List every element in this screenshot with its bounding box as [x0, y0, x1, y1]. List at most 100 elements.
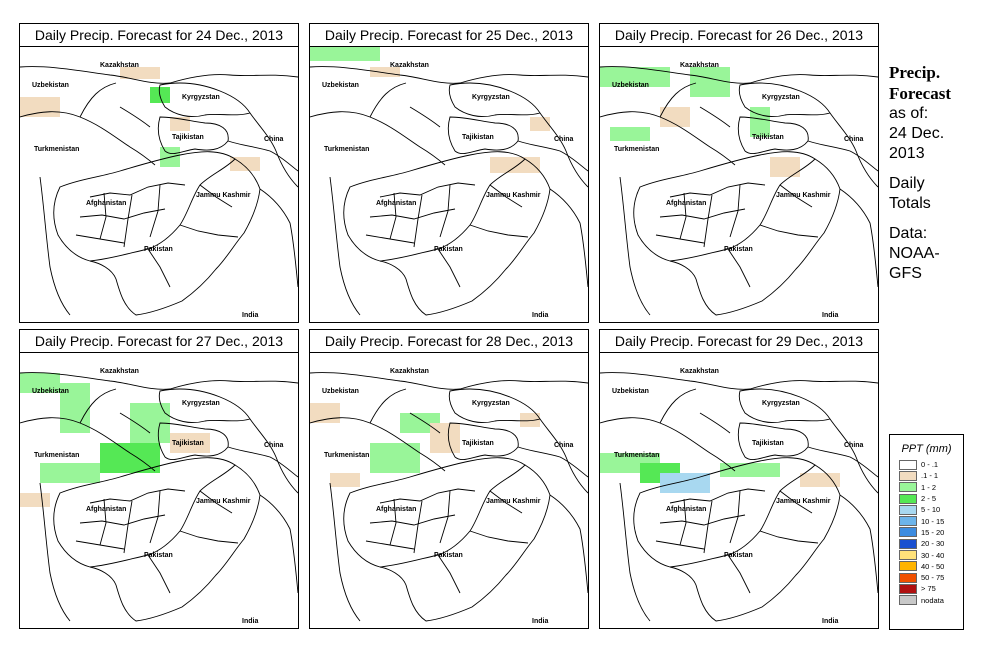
legend-label: 0 - .1: [921, 460, 939, 470]
panel-title: Daily Precip. Forecast for 28 Dec., 2013: [310, 330, 588, 353]
legend-item: 30 - 40: [890, 549, 963, 561]
label-tajikistan: Tajikistan: [752, 134, 784, 141]
panel-title: Daily Precip. Forecast for 24 Dec., 2013: [20, 24, 298, 47]
precip-area: [720, 463, 780, 477]
precip-area: [20, 493, 50, 507]
label-tajikistan: Tajikistan: [172, 134, 204, 141]
legend-label: 5 - 10: [921, 505, 941, 515]
label-pakistan: Pakistan: [724, 246, 753, 253]
precip-area: [800, 473, 840, 487]
label-kazakhstan: Kazakhstan: [390, 368, 429, 375]
label-kyrgyzstan: Kyrgyzstan: [182, 94, 220, 101]
label-uzbekistan: Uzbekistan: [32, 82, 69, 89]
label-pakistan: Pakistan: [434, 246, 463, 253]
boundaries: [600, 66, 878, 316]
label-tajikistan: Tajikistan: [462, 134, 494, 141]
precip-area: [60, 383, 90, 433]
panel-title: Daily Precip. Forecast for 25 Dec., 2013: [310, 24, 588, 47]
data-label-1: Data:: [889, 225, 928, 242]
legend-item: nodata: [890, 595, 963, 606]
label-china: China: [264, 442, 284, 449]
label-uzbekistan: Uzbekistan: [32, 388, 69, 395]
label-india: India: [532, 618, 548, 625]
label-india: India: [242, 618, 258, 625]
legend-item: > 75: [890, 583, 963, 594]
legend-swatch: [899, 538, 917, 549]
label-turkmenistan: Turkmenistan: [324, 146, 369, 153]
label-china: China: [844, 136, 864, 143]
label-kyrgyzstan: Kyrgyzstan: [472, 400, 510, 407]
forecast-map: Kazakhstan Uzbekistan Kyrgyzstan Tajikis…: [600, 368, 878, 625]
legend-item: .1 - 1: [890, 470, 963, 481]
precip-area: [750, 107, 770, 137]
label-turkmenistan: Turkmenistan: [34, 146, 79, 153]
precip-area: [430, 423, 460, 453]
legend-swatch: [899, 550, 917, 561]
label-kazakhstan: Kazakhstan: [390, 62, 429, 69]
forecast-panel-2: Daily Precip. Forecast for 25 Dec., 2013: [309, 23, 589, 323]
label-afghanistan: Afghanistan: [376, 506, 416, 513]
legend-item: 0 - .1: [890, 459, 963, 470]
label-pakistan: Pakistan: [144, 552, 173, 559]
legend-swatch: [899, 516, 917, 527]
legend-swatch: [899, 493, 917, 504]
map-labels: Kazakhstan Uzbekistan Kyrgyzstan Tajikis…: [322, 368, 574, 625]
legend-swatch: [899, 583, 917, 594]
legend-item: 5 - 10: [890, 504, 963, 515]
label-afghanistan: Afghanistan: [86, 506, 126, 513]
precip-area: [520, 413, 540, 427]
legend-swatch: [899, 595, 917, 606]
label-india: India: [532, 312, 548, 319]
data-label-3: GFS: [889, 265, 922, 282]
label-turkmenistan: Turkmenistan: [614, 146, 659, 153]
legend-label: 40 - 50: [921, 561, 945, 571]
data-label-2: NOAA-: [889, 245, 940, 262]
label-pakistan: Pakistan: [144, 246, 173, 253]
panel-title: Daily Precip. Forecast for 29 Dec., 2013: [600, 330, 878, 353]
precip-area: [330, 473, 360, 487]
forecast-info: Precip. Forecast as of: 24 Dec. 2013 Dai…: [889, 62, 981, 284]
forecast-map: Kazakhstan Uzbekistan Kyrgyzstan Tajikis…: [310, 47, 588, 319]
map-labels: Kazakhstan Uzbekistan Kyrgyzstan Tajikis…: [322, 62, 574, 319]
legend-label: nodata: [921, 595, 944, 605]
label-india: India: [242, 312, 258, 319]
precip-area: [310, 403, 340, 423]
legend-label: > 75: [921, 584, 936, 594]
precip-area: [170, 117, 190, 131]
legend-label: 10 - 15: [921, 516, 945, 526]
precip-layer: [310, 403, 540, 487]
precip-area: [310, 47, 380, 61]
label-afghanistan: Afghanistan: [86, 200, 126, 207]
label-jammu-kashmir: Jammu Kashmir: [486, 498, 541, 505]
forecast-map: Kazakhstan Uzbekistan Kyrgyzstan Tajikis…: [20, 368, 298, 625]
legend-item: 15 - 20: [890, 527, 963, 538]
label-pakistan: Pakistan: [434, 552, 463, 559]
label-tajikistan: Tajikistan: [462, 440, 494, 447]
precip-area: [370, 443, 420, 473]
forecast-panel-1: Daily Precip. Forecast for 24 Dec., 2013: [19, 23, 299, 323]
daily-label-2: Totals: [889, 195, 931, 212]
label-china: China: [264, 136, 284, 143]
label-india: India: [822, 312, 838, 319]
legend-item: 40 - 50: [890, 561, 963, 572]
side-title-1: Precip.: [889, 63, 941, 82]
legend-item: 1 - 2: [890, 482, 963, 493]
label-jammu-kashmir: Jammu Kashmir: [776, 192, 831, 199]
boundaries: [20, 372, 298, 622]
side-title-2: Forecast: [889, 84, 951, 103]
legend-swatch: [899, 527, 917, 538]
label-afghanistan: Afghanistan: [666, 200, 706, 207]
label-jammu-kashmir: Jammu Kashmir: [196, 192, 251, 199]
label-china: China: [844, 442, 864, 449]
label-china: China: [554, 136, 574, 143]
precip-area: [490, 157, 540, 173]
precip-area: [770, 157, 800, 177]
as-of-label: as of:: [889, 105, 929, 122]
precip-area: [660, 107, 690, 127]
map-labels: Kazakhstan Uzbekistan Kyrgyzstan Tajikis…: [32, 62, 284, 319]
label-kyrgyzstan: Kyrgyzstan: [182, 400, 220, 407]
as-of-date-2: 2013: [889, 145, 925, 162]
boundaries: [600, 372, 878, 622]
